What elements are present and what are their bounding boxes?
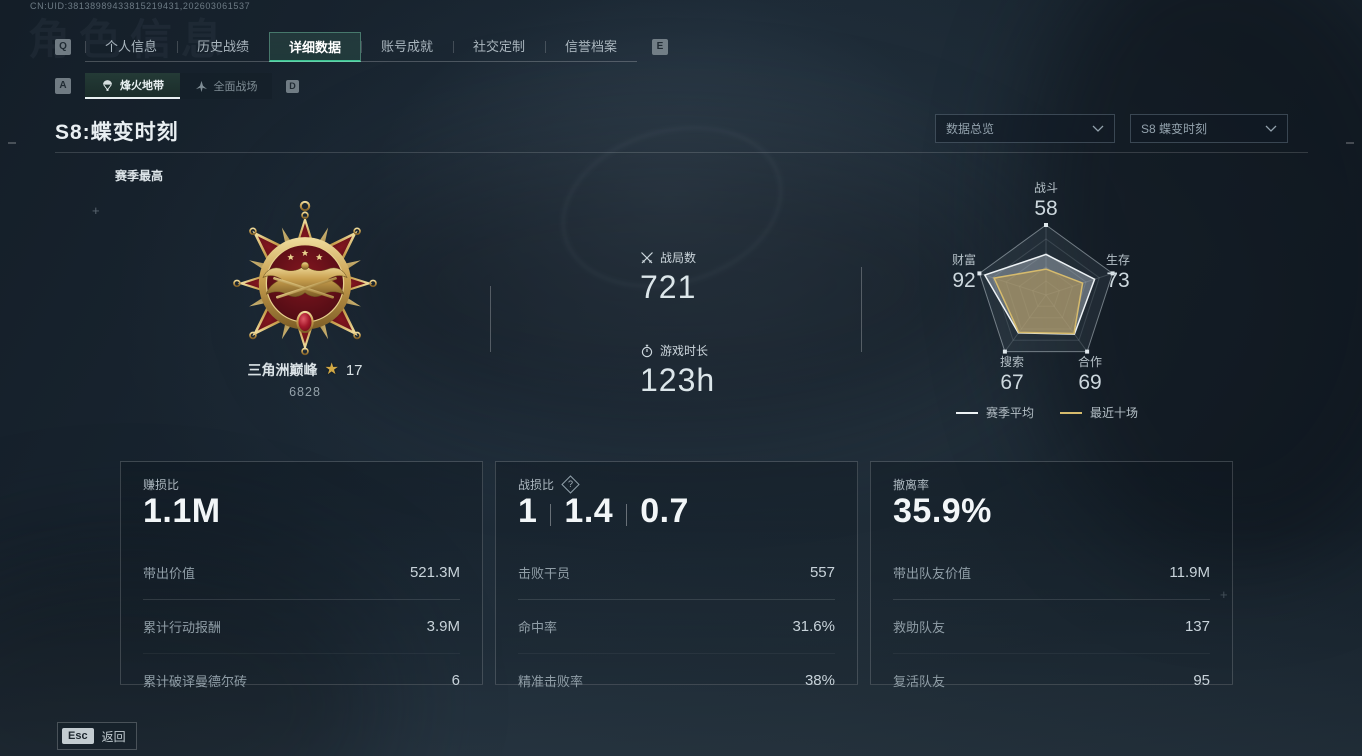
edge-tick — [8, 142, 16, 144]
radar-axis-search: 搜索 67 — [999, 355, 1024, 394]
tab-full-battlefield[interactable]: 全面战场 — [180, 73, 272, 99]
stat-row: 击败干员 557 — [518, 546, 835, 600]
tab-personal-info[interactable]: 个人信息 — [85, 32, 177, 62]
value-separator — [550, 503, 552, 526]
value-separator — [626, 503, 628, 526]
key-hint-e: E — [652, 39, 668, 55]
stat-row: 带出价值 521.3M — [143, 546, 460, 600]
edge-tick — [1346, 142, 1354, 144]
card-title: 撤离率 — [893, 478, 930, 492]
dropdown-value: 数据总览 — [946, 122, 995, 136]
extraction-icon — [103, 79, 112, 91]
back-button[interactable]: Esc 返回 — [57, 722, 137, 750]
stat-row: 复活队友 95 — [893, 672, 1210, 689]
key-hint-d: D — [286, 80, 299, 93]
key-hint-q: Q — [55, 39, 71, 55]
background-fog — [0, 526, 1362, 756]
rank-score: 6828 — [289, 385, 321, 399]
decor-plus: + — [1220, 587, 1228, 602]
tabbar-underline — [85, 61, 637, 62]
tab-history-records[interactable]: 历史战绩 — [177, 32, 269, 62]
tab-detailed-data[interactable]: 详细数据 — [269, 32, 361, 62]
card-title: 赚损比 — [143, 478, 180, 492]
card-value: 1 1.4 0.7 — [518, 492, 689, 530]
card-value: 1.1M — [143, 492, 221, 530]
tab-reputation[interactable]: 信誉档案 — [545, 32, 637, 62]
playtime-value: 123h — [640, 362, 716, 398]
legend-line-white — [956, 411, 978, 414]
card-value: 35.9% — [893, 492, 992, 530]
rank-medal — [221, 196, 389, 364]
rank-star-icon: ★ — [324, 361, 339, 378]
stat-row: 精准击败率 38% — [518, 672, 835, 689]
tab-achievements[interactable]: 账号成就 — [361, 32, 453, 62]
data-overview-dropdown[interactable]: 数据总览 — [935, 114, 1115, 143]
season-best-label: 赛季最高 — [115, 169, 164, 183]
tab-havoc-warfare[interactable]: 烽火地带 — [85, 73, 180, 99]
section-divider — [490, 286, 491, 352]
kd-ratio-card: 战损比 ? 1 1.4 0.7 击败干员 557 命中率 31.6% 精准击败率 38… — [495, 461, 858, 689]
radar-legend: 赛季平均 最近十场 — [956, 404, 1138, 421]
stat-row: 救助队友 137 — [893, 600, 1210, 654]
tab-social-custom[interactable]: 社交定制 — [453, 32, 545, 62]
section-divider — [861, 267, 862, 352]
battles-label: 战局数 — [660, 251, 697, 265]
rank-name-row: 三角洲巅峰 ★ 17 — [210, 360, 400, 380]
radar-axis-survival: 生存 73 — [1105, 253, 1130, 292]
stat-row: 累计破译曼德尔砖 6 — [143, 672, 460, 689]
title-divider — [55, 152, 1308, 153]
decor-plus: + — [92, 203, 100, 218]
radar-svg — [977, 223, 1115, 354]
chevron-down-icon — [1092, 125, 1104, 132]
extraction-rate-card: 撤离率 35.9% 带出队友价值 11.9M 救助队友 137 复活队友 95 — [870, 461, 1233, 689]
profit-loss-card: 赚损比 1.1M 带出价值 521.3M 累计行动报酬 3.9M 累计破译曼德尔砖 6 — [120, 461, 483, 689]
legend-season-average: 赛季平均 — [956, 404, 1034, 421]
stat-row: 命中率 31.6% — [518, 600, 835, 654]
season-select-dropdown[interactable]: S8 蝶变时刻 — [1130, 114, 1288, 143]
card-title: 战损比 ? — [518, 475, 580, 494]
battles-value: 721 — [640, 269, 697, 305]
rank-level: 17 — [345, 361, 363, 379]
playtime-stat: 游戏时长 123h — [640, 342, 715, 399]
stat-row: 累计行动报酬 3.9M — [143, 600, 460, 654]
legend-recent-ten: 最近十场 — [1060, 404, 1138, 421]
season-title: S8:蝶变时刻 — [55, 121, 179, 144]
crossed-swords-icon — [641, 251, 653, 263]
help-icon[interactable]: ? — [561, 475, 580, 494]
stat-row: 带出队友价值 11.9M — [893, 546, 1210, 600]
background-hill — [320, 140, 1020, 430]
radar-axis-wealth: 财富 92 — [951, 253, 976, 292]
key-hint-a: A — [55, 78, 71, 94]
chevron-down-icon — [1265, 125, 1277, 132]
rank-name: 三角洲巅峰 — [247, 362, 318, 378]
radar-axis-combat: 战斗 58 — [1033, 181, 1058, 220]
mode-tab-label: 全面战场 — [213, 81, 258, 93]
esc-keycap: Esc — [62, 728, 94, 744]
mode-tab-label: 烽火地带 — [120, 80, 164, 92]
back-label: 返回 — [101, 729, 126, 744]
dropdown-value: S8 蝶变时刻 — [1141, 122, 1208, 136]
mode-tabbar: 烽火地带 全面战场 — [85, 73, 272, 99]
playtime-label: 游戏时长 — [660, 344, 709, 358]
stopwatch-icon — [641, 344, 653, 357]
jet-icon — [195, 80, 207, 92]
rank-medal-art — [233, 200, 377, 356]
battles-stat: 战局数 721 — [640, 249, 696, 306]
uid-text: CN:UID:38138989433815219431,202603061537 — [30, 1, 251, 11]
main-tabbar: 个人信息 历史战绩 详细数据 账号成就 社交定制 信誉档案 — [85, 32, 637, 62]
performance-radar-chart: 战斗 58 生存 73 合作 69 搜索 67 财富 92 赛季平均 最近十场 — [912, 175, 1180, 425]
legend-line-gold — [1060, 411, 1083, 414]
radar-axis-cooperation: 合作 69 — [1077, 355, 1102, 394]
